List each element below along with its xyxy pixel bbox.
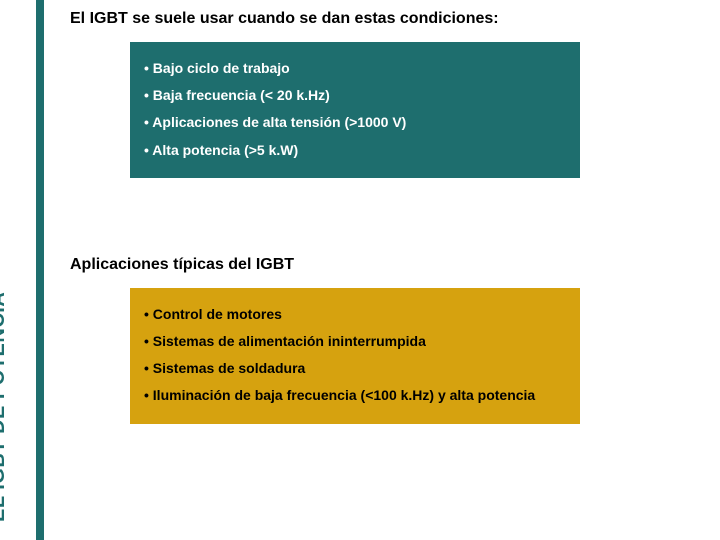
content-area: El IGBT se suele usar cuando se dan esta… [55,10,700,424]
list-item: • Iluminación de baja frecuencia (<100 k… [144,386,566,404]
applications-panel: • Control de motores • Sistemas de alime… [130,288,580,424]
spacer [55,178,700,256]
list-item: • Control de motores [144,305,566,323]
sidebar-title: EL IGBT DE POTENCIA [0,292,10,522]
list-item: • Baja frecuencia (< 20 k.Hz) [144,86,566,104]
list-item-text: Baja frecuencia (< 20 k.Hz) [153,87,330,103]
list-item-text: Iluminación de baja frecuencia (<100 k.H… [153,387,535,403]
list-item-text: Control de motores [153,306,282,322]
list-item-text: Aplicaciones de alta tensión (>1000 V) [152,114,406,130]
list-item: • Aplicaciones de alta tensión (>1000 V) [144,113,566,131]
section2-heading: Aplicaciones típicas del IGBT [70,256,700,274]
slide-page: EL IGBT DE POTENCIA El IGBT se suele usa… [0,0,720,540]
list-item-text: Sistemas de soldadura [153,360,306,376]
list-item-text: Sistemas de alimentación ininterrumpida [153,333,426,349]
vertical-accent-bar [36,0,44,540]
conditions-panel: • Bajo ciclo de trabajo • Baja frecuenci… [130,42,580,178]
list-item: • Sistemas de soldadura [144,359,566,377]
list-item: • Alta potencia (>5 k.W) [144,141,566,159]
list-item: • Bajo ciclo de trabajo [144,59,566,77]
section1-heading: El IGBT se suele usar cuando se dan esta… [70,10,700,28]
list-item-text: Bajo ciclo de trabajo [153,60,290,76]
list-item: • Sistemas de alimentación ininterrumpid… [144,332,566,350]
list-item-text: Alta potencia (>5 k.W) [152,142,298,158]
